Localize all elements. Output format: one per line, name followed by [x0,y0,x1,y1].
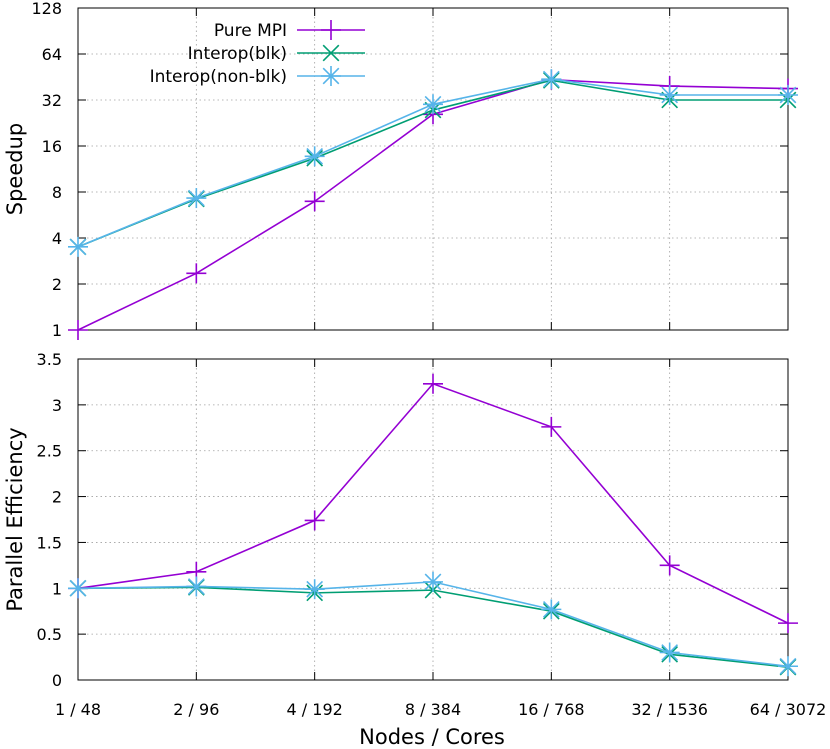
x-tick-label: 16 / 768 [518,700,584,719]
y-tick-label: 128 [31,0,62,18]
plot-frame [77,358,789,681]
y-tick-label: 1.5 [37,533,62,552]
y-tick-label: 1 [52,579,62,598]
data-point [778,656,798,677]
x-tick-labels: 1 / 48 2 / 96 4 / 192 8 / 384 16 / 768 32 / 1… [55,700,826,719]
data-point [541,69,562,90]
data-point [423,373,443,394]
data-point [304,510,325,531]
x-tick-label: 8 / 384 [405,700,461,719]
y-tick-label: 0 [52,671,62,690]
data-point [423,571,443,592]
y-axis-title: Speedup [3,123,27,215]
data-point [68,578,88,599]
y-tick-label: 16 [42,137,62,156]
x-axis-title: Nodes / Cores [359,725,505,749]
data-point [778,85,798,106]
y-tick-label: 1 [52,321,62,340]
y-tick-label: 32 [42,91,62,110]
data-point [778,613,798,634]
y-tick-label: 8 [52,183,62,202]
data-point [304,146,325,167]
plot-frame [77,7,789,331]
legend-marker [321,20,341,40]
series-line-1 [77,586,789,668]
x-tick-label: 4 / 192 [287,700,343,719]
legend-label: Pure MPI [214,21,287,41]
y-tick-label: 64 [42,45,62,64]
y-tick-label: 2 [52,275,62,294]
speedup-chart: 1 2 4 8 16 32 64 128 Speedup Pure MPI Interop(blk)… [3,0,798,340]
legend-marker [322,44,340,62]
efficiency-chart: 0 0.5 1 1.5 2 2.5 3 3.5 Parallel Efficiency [3,350,798,690]
legend-label: Interop(non-blk) [150,67,287,87]
data-point [186,188,207,209]
y-tick-label: 2.5 [37,442,62,461]
data-point [659,85,680,106]
x-tick-label: 64 / 3072 [750,700,827,719]
data-point [304,579,325,600]
x-tick-label: 2 / 96 [173,700,219,719]
y-tick-label: 2 [52,488,62,507]
data-point [659,555,680,576]
series-line-2 [77,581,789,668]
y-tick-label: 3 [52,396,62,415]
x-tick-label: 1 / 48 [55,700,101,719]
legend-label: Interop(blk) [188,44,287,64]
y-tick-label: 3.5 [37,350,62,369]
data-point [541,599,562,620]
data-point [186,263,207,284]
y-tick-label: 4 [52,229,62,248]
legend: Pure MPI Interop(blk) Interop(non-blk) [150,20,365,87]
x-tick-label: 32 / 1536 [631,700,708,719]
y-tick-label: 0.5 [37,625,62,644]
y-axis-title: Parallel Efficiency [3,427,27,611]
data-point [186,576,207,597]
legend-marker [321,66,341,86]
data-point [541,416,562,437]
data-point [68,320,88,340]
data-point [304,191,325,212]
data-point [68,236,88,257]
data-point [423,94,443,115]
data-point [659,642,680,663]
